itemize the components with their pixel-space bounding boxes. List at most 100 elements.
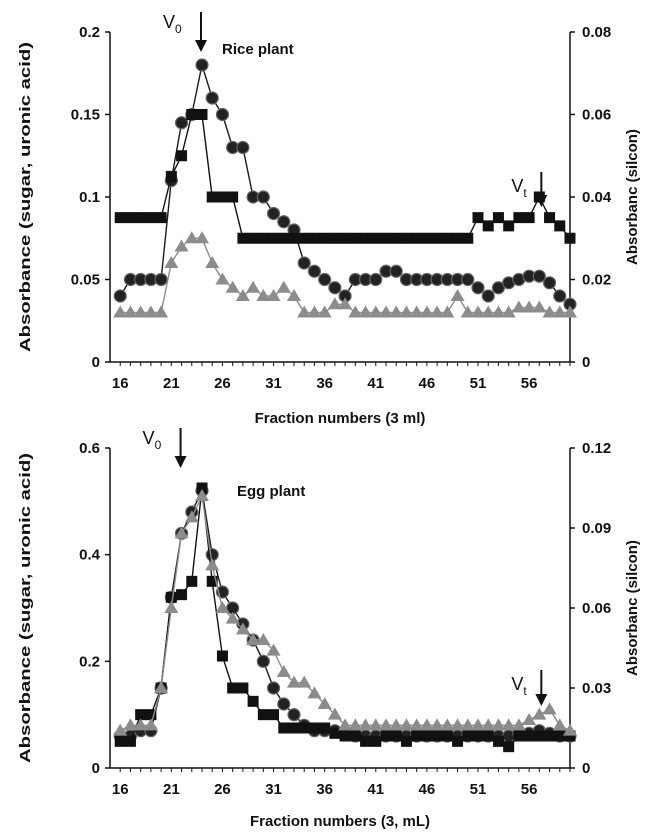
data-point-triangle bbox=[358, 718, 373, 731]
data-point-triangle bbox=[419, 718, 434, 731]
data-point-triangle bbox=[522, 300, 537, 313]
data-point-triangle bbox=[389, 718, 404, 731]
data-point-triangle bbox=[205, 256, 220, 268]
data-point-triangle bbox=[368, 718, 383, 731]
data-point-square bbox=[472, 730, 484, 742]
data-point-triangle bbox=[450, 718, 465, 731]
data-point-square bbox=[165, 170, 177, 182]
data-point-square bbox=[257, 709, 269, 721]
y2-tick-label: 0 bbox=[582, 760, 590, 777]
data-point-triangle bbox=[552, 718, 567, 731]
data-point-square bbox=[390, 730, 402, 742]
data-point-square bbox=[370, 735, 382, 747]
data-point-triangle bbox=[113, 723, 128, 736]
v-marker-subscript: t bbox=[523, 186, 527, 200]
y-tick-label: 0.1 bbox=[79, 189, 100, 206]
data-point-square bbox=[329, 727, 341, 739]
data-point-triangle bbox=[133, 718, 148, 731]
data-point-square bbox=[278, 722, 290, 734]
data-point-triangle bbox=[542, 305, 557, 318]
data-point-triangle bbox=[195, 231, 209, 244]
data-point-square bbox=[339, 730, 351, 742]
data-point-triangle bbox=[174, 526, 189, 539]
y-axis-label: Absorbance (sugar, uronic acid) bbox=[17, 453, 34, 763]
data-point-triangle bbox=[113, 305, 128, 318]
data-point-triangle bbox=[215, 601, 230, 613]
data-point-square bbox=[544, 212, 556, 224]
data-point-circle bbox=[256, 190, 270, 204]
data-point-circle bbox=[553, 289, 567, 303]
data-point-square bbox=[564, 730, 576, 742]
data-point-square bbox=[349, 232, 361, 244]
x-tick-label: 41 bbox=[367, 375, 384, 392]
data-point-square bbox=[176, 589, 188, 601]
data-point-circle bbox=[369, 272, 383, 287]
data-point-triangle bbox=[317, 305, 332, 318]
data-point-triangle bbox=[143, 718, 158, 731]
data-point-square bbox=[431, 730, 443, 742]
data-point-circle bbox=[318, 272, 332, 287]
data-point-triangle bbox=[409, 305, 424, 318]
x-axis-label: Fraction numbers (3 ml) bbox=[255, 410, 426, 427]
data-point-square bbox=[186, 109, 198, 120]
data-point-triangle bbox=[184, 510, 199, 523]
x-tick-label: 56 bbox=[521, 375, 538, 392]
y2-tick-label: 0.04 bbox=[582, 189, 612, 206]
data-point-triangle bbox=[460, 718, 475, 731]
data-point-square bbox=[533, 730, 545, 742]
data-point-triangle bbox=[256, 289, 271, 301]
v-marker-subscript: t bbox=[523, 684, 527, 698]
data-point-triangle bbox=[471, 718, 485, 731]
data-point-triangle bbox=[409, 718, 424, 731]
data-point-triangle bbox=[287, 675, 301, 688]
v-marker-letter: V bbox=[143, 428, 155, 448]
data-point-triangle bbox=[327, 297, 342, 310]
data-point-triangle bbox=[246, 280, 261, 293]
data-point-square bbox=[165, 591, 177, 603]
data-point-square bbox=[237, 232, 249, 244]
data-point-triangle bbox=[481, 305, 496, 318]
data-point-triangle bbox=[460, 305, 475, 318]
data-point-square bbox=[196, 482, 208, 494]
series-circle bbox=[113, 58, 577, 311]
y2-axis-label: Absorbanc (silcon) bbox=[624, 540, 641, 676]
data-point-square bbox=[216, 191, 228, 203]
x-tick-label: 46 bbox=[419, 781, 436, 798]
data-point-square bbox=[247, 232, 259, 244]
data-point-square bbox=[400, 232, 412, 244]
x-tick-label: 46 bbox=[419, 375, 436, 392]
data-point-square bbox=[339, 232, 351, 244]
data-point-circle bbox=[307, 264, 322, 278]
data-point-square bbox=[441, 730, 453, 742]
y-tick-label: 0.05 bbox=[71, 272, 100, 289]
data-point-circle bbox=[154, 272, 168, 287]
data-point-square bbox=[135, 212, 147, 224]
y-tick-label: 0.6 bbox=[79, 440, 100, 457]
x-tick-label: 41 bbox=[367, 781, 384, 798]
series-triangle bbox=[113, 489, 577, 736]
data-point-triangle bbox=[501, 305, 516, 318]
data-point-triangle bbox=[133, 305, 148, 318]
data-point-triangle bbox=[532, 300, 547, 313]
data-point-triangle bbox=[522, 713, 537, 725]
v-marker-label: V0 bbox=[163, 12, 182, 36]
data-point-triangle bbox=[143, 305, 158, 318]
data-point-triangle bbox=[276, 280, 291, 293]
data-point-square bbox=[247, 695, 259, 707]
data-point-triangle bbox=[389, 305, 404, 318]
data-point-circle bbox=[389, 264, 403, 278]
data-point-circle bbox=[481, 289, 495, 303]
data-point-square bbox=[288, 232, 300, 244]
data-point-triangle bbox=[123, 718, 138, 731]
data-point-triangle bbox=[266, 643, 281, 656]
v-marker-arrow-head bbox=[535, 195, 548, 207]
data-point-triangle bbox=[532, 707, 547, 720]
data-point-square bbox=[237, 682, 249, 694]
data-point-square bbox=[298, 722, 310, 734]
x-tick-label: 16 bbox=[112, 375, 129, 392]
data-point-square bbox=[114, 212, 126, 224]
data-point-square bbox=[390, 232, 402, 244]
data-point-triangle bbox=[164, 601, 179, 613]
data-point-square bbox=[380, 730, 392, 742]
plant-label: Rice plant bbox=[222, 41, 294, 58]
